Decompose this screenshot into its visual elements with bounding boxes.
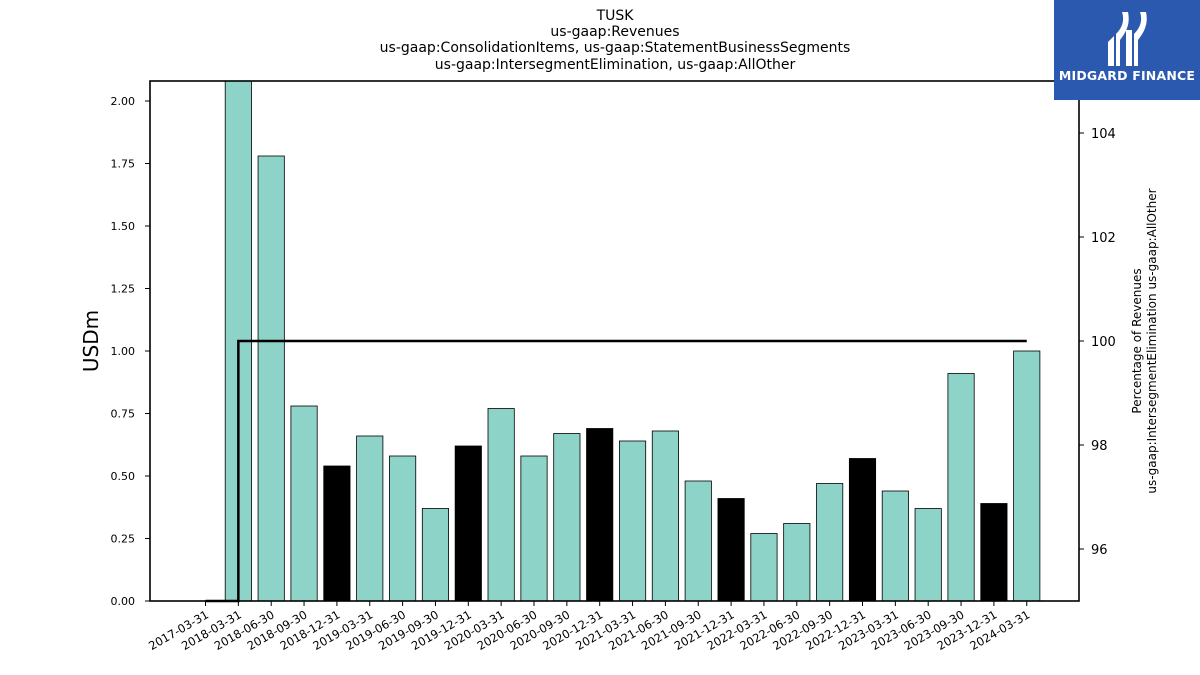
- y-tick-label: 1.00: [111, 345, 136, 358]
- bar-2024-03-31: [1013, 350, 1041, 602]
- chart-title-line-4: us-gaap:IntersegmentElimination, us-gaap…: [434, 57, 796, 73]
- y-tick-label: 0.00: [111, 595, 136, 608]
- bar-2022-09-30: [816, 483, 844, 602]
- bar-2019-06-30: [389, 455, 417, 602]
- bar-2023-06-30: [914, 508, 942, 602]
- y2-axis-label-line1: Percentage of Revenues: [1130, 268, 1144, 413]
- midgard-finance-logo: MIDGARD FINANCE: [1054, 0, 1200, 100]
- y-tick-label: 1.25: [111, 283, 136, 296]
- y-tick-label: 2.00: [111, 95, 136, 108]
- bar-2021-12-31: [717, 498, 745, 602]
- bar-series: [224, 80, 1041, 602]
- chart-title-line-3: us-gaap:ConsolidationItems, us-gaap:Stat…: [379, 40, 851, 56]
- y2-tick-label: 100: [1091, 335, 1116, 350]
- bar-2019-03-31: [356, 435, 384, 602]
- bar-2022-06-30: [783, 523, 811, 602]
- bar-2021-09-30: [684, 480, 712, 602]
- bar-2019-12-31: [454, 445, 482, 602]
- y2-axis-label-line2: us-gaap:IntersegmentElimination us-gaap:…: [1145, 188, 1159, 493]
- bar-2023-03-31: [881, 490, 909, 602]
- bar-2018-06-30: [257, 155, 285, 602]
- bar-2020-09-30: [553, 433, 581, 602]
- bar-2018-09-30: [290, 405, 318, 602]
- y-axis-label: USDm: [79, 310, 103, 372]
- bar-2019-09-30: [421, 508, 449, 602]
- y-tick-label: 1.75: [111, 158, 136, 171]
- y-tick-label: 0.50: [111, 470, 136, 483]
- chart-title-line-1: TUSK: [596, 8, 634, 24]
- x-axis: 2017-03-312018-03-312018-06-302018-09-30…: [146, 601, 1032, 653]
- bar-2020-12-31: [586, 428, 614, 602]
- y2-tick-label: 96: [1091, 543, 1108, 558]
- y2-tick-label: 104: [1091, 127, 1116, 142]
- y2-tick-label: 98: [1091, 439, 1108, 454]
- y-axis-left: 0.00 0.25 0.50 0.75 1.00 1.25 1.50 1.75 2.00: [111, 95, 150, 608]
- bar-2023-12-31: [980, 503, 1008, 602]
- y-tick-label: 0.25: [111, 533, 136, 546]
- bar-2018-12-31: [323, 465, 351, 602]
- midgard-logo-icon: [1108, 12, 1147, 66]
- bar-2021-06-30: [651, 430, 679, 602]
- y-tick-label: 1.50: [111, 220, 136, 233]
- percentage-step-line: [205, 339, 1027, 603]
- bar-2023-09-30: [947, 373, 975, 602]
- y-axis-right: 96 98 100 102 104: [1079, 127, 1116, 558]
- bar-2021-03-31: [619, 440, 647, 602]
- y2-tick-label: 102: [1091, 231, 1116, 246]
- logo-text: MIDGARD FINANCE: [1058, 68, 1196, 83]
- bar-2020-06-30: [520, 455, 548, 602]
- bar-2022-12-31: [848, 458, 877, 602]
- chart-title-line-2: us-gaap:Revenues: [550, 24, 680, 40]
- y-tick-label: 0.75: [111, 408, 136, 421]
- bar-2020-03-31: [487, 408, 515, 602]
- bar-2022-03-31: [750, 533, 778, 602]
